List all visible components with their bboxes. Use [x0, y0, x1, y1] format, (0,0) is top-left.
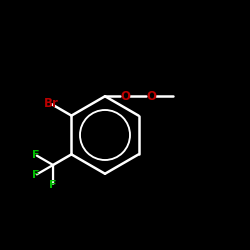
Text: F: F	[49, 180, 57, 190]
Text: Br: Br	[44, 97, 58, 110]
Text: O: O	[120, 90, 130, 103]
Text: O: O	[146, 90, 156, 103]
Text: F: F	[32, 150, 40, 160]
Text: F: F	[32, 170, 40, 180]
